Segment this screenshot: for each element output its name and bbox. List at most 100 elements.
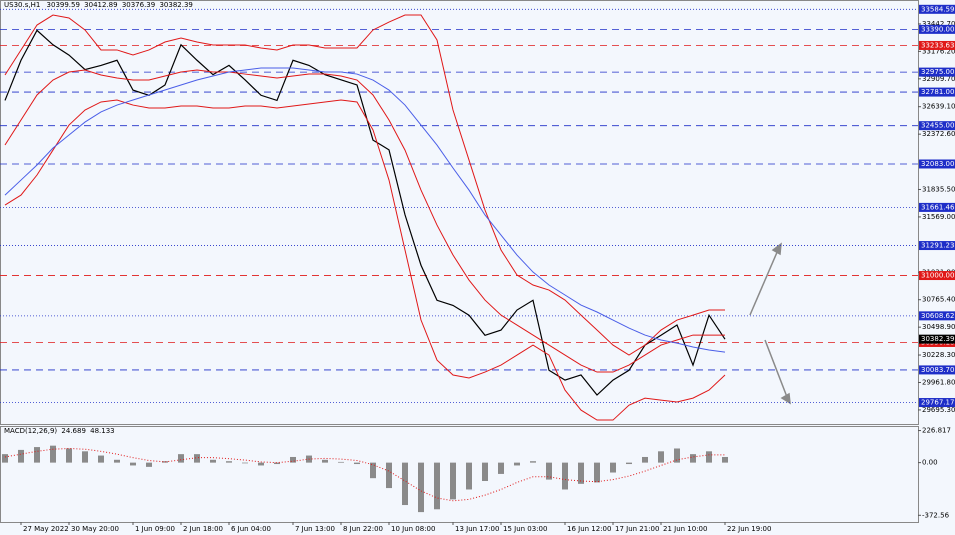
macd-bar [370,462,376,479]
x-tick-label: 21 Jun 10:00 [663,525,707,533]
header: US30.s,H1 30399.59 30412.89 30376.39 303… [4,1,193,9]
macd-header: MACD(12,26,9) 24.689 48.133 [4,427,115,435]
level-tag [919,24,955,34]
main-frame [0,0,919,425]
macd-bar [274,462,280,465]
macd-bar [338,461,344,463]
level-tag [919,121,955,131]
arrow-down [764,339,788,398]
y-tick-label: 226.817 [922,427,951,435]
macd-bar [418,462,424,513]
macd-bar [322,459,328,463]
open: 30399.59 [47,1,80,9]
macd-bar [482,462,488,482]
x-tick-label: 1 Jun 09:00 [135,525,175,533]
macd-bar [18,449,24,463]
macd-bar [610,462,616,473]
series-line [4,14,725,356]
y-tick-label: 29695.30 [922,406,955,414]
x-tick-label: 13 Jun 17:00 [455,525,499,533]
level-label: 33584.59 [921,5,954,13]
macd-bar [226,461,232,463]
level-label: 32083.00 [921,160,954,168]
level-tag [919,202,955,212]
macd-bar [50,445,56,463]
macd-bar [546,462,552,480]
macd-bar [194,454,200,463]
macd-reading: 48.133 [90,427,115,435]
level-tag [919,67,955,77]
macd-bar [290,456,296,463]
level-label: 29767.17 [921,399,954,407]
level-tag [919,311,955,321]
arrow-head [771,242,782,256]
x-tick-label: 15 Jun 03:00 [503,525,547,533]
macd-frame [0,426,919,523]
x-tick-label: 8 Jun 22:00 [343,525,383,533]
macd-bar [578,462,584,484]
macd-bar [674,448,680,463]
level-tag [919,241,955,251]
x-tick-label: 6 Jun 04:00 [231,525,271,533]
y-tick-label: 32909.70 [922,75,955,83]
macd-bar [562,462,568,490]
y-tick-label: 0.00 [922,459,938,467]
macd-reading: 24.689 [61,427,86,435]
y-tick-label: -372.56 [922,511,950,519]
x-tick-label: 17 Jun 21:00 [615,525,659,533]
close: 30382.39 [159,1,192,9]
arrow-up [749,249,779,316]
macd-bar [642,456,648,463]
level-tag [919,159,955,169]
macd-bar [66,448,72,463]
level-label: 33390.00 [921,25,954,33]
price-tag [919,334,955,344]
series-line [4,67,726,353]
level-label: 32781.00 [921,88,954,96]
macd-bar [594,462,600,483]
level-label: 31661.46 [921,203,955,211]
macd-bar [434,462,440,510]
level-tag [919,4,955,14]
y-tick-label: 33442.70 [922,20,955,28]
arrows [749,242,791,405]
macd-bar [690,454,696,463]
y-tick-label: 30228.30 [922,351,955,359]
y-tick-label: 30498.90 [922,323,955,331]
x-tick-label: 7 Jun 13:00 [295,525,335,533]
level-tag [919,271,955,281]
macd-bar [530,461,536,463]
low: 30376.39 [122,1,155,9]
y-tick-label: 33176.20 [922,47,955,55]
macd-bar [82,451,88,463]
arrow-head [780,392,791,405]
level-label: 32975.00 [921,68,954,76]
level-label: 32455.00 [921,122,954,130]
level-tag [919,365,955,375]
macd-bar [242,462,248,464]
macd-bar [722,456,728,463]
x-tick-label: 22 Jun 19:00 [727,525,771,533]
level-tag [919,398,955,408]
macd-title: MACD(12,26,9) [4,427,57,435]
y-tick-label: 31835.50 [922,185,955,193]
macd-bar [98,455,104,463]
y-tick-label: 29961.80 [922,378,955,386]
macd-bar [178,454,184,463]
level-label: 30608.62 [921,312,954,320]
macd-bar [514,462,520,466]
macd-bar [130,462,136,466]
macd-bar [626,462,632,465]
macd-bar [34,447,40,463]
level-label: 33233.63 [921,41,954,49]
x-tick-label: 30 May 20:00 [71,525,119,533]
level-label: 30083.70 [921,366,954,374]
macd-bar [146,462,152,467]
x-tick-label: 2 Jun 18:00 [183,525,223,533]
macd-bar [402,462,408,506]
y-tick-label: 32372.60 [922,130,955,138]
x-tick-label: 27 May 2022 [23,525,69,533]
y-tick-label: 30765.40 [922,296,955,304]
macd-bar [658,451,664,463]
level-label: 31000.00 [921,272,954,280]
